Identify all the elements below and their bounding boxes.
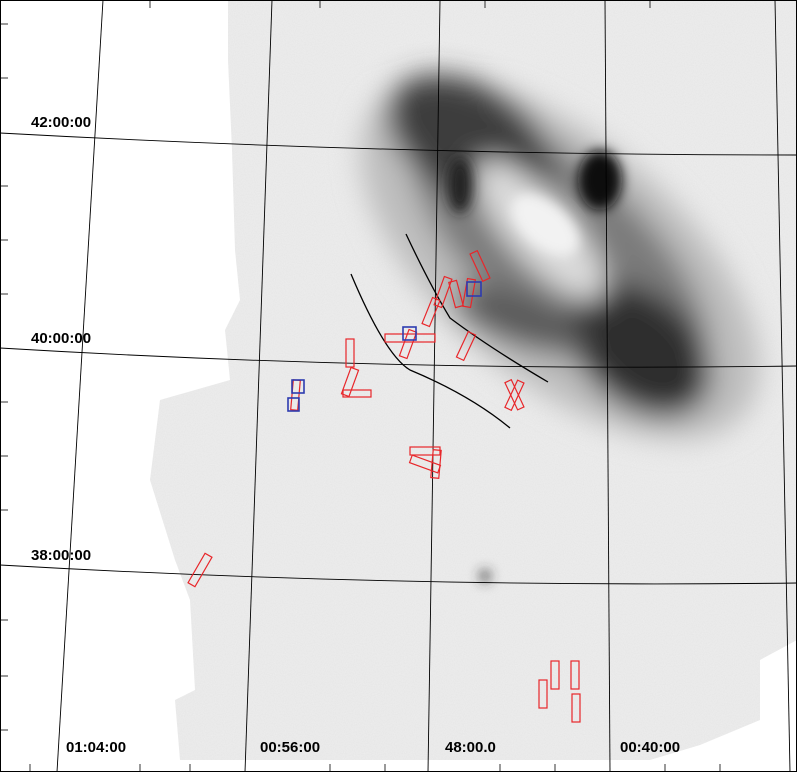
ra-label-0048: 48:00.0 bbox=[445, 739, 496, 756]
arc-curves bbox=[350, 233, 549, 429]
ra-label-0056: 00:56:00 bbox=[260, 739, 320, 756]
dec-labels: 42:00:00 40:00:00 38:00:00 bbox=[31, 114, 91, 564]
blue-region[interactable] bbox=[291, 379, 305, 394]
outer-arc bbox=[405, 233, 549, 383]
red-region[interactable] bbox=[504, 379, 525, 412]
ra-labels: 01:04:00 00:56:00 48:00.0 00:40:00 bbox=[66, 739, 680, 756]
red-region[interactable] bbox=[469, 249, 491, 283]
red-region[interactable] bbox=[345, 338, 355, 368]
red-region[interactable] bbox=[384, 333, 436, 343]
ra-label-0104: 01:04:00 bbox=[66, 739, 126, 756]
red-region[interactable] bbox=[455, 330, 477, 362]
blue-region[interactable] bbox=[287, 397, 300, 412]
red-regions bbox=[187, 249, 581, 723]
red-region[interactable] bbox=[187, 552, 213, 588]
frame-ticks bbox=[0, 0, 721, 772]
ra-label-0040: 00:40:00 bbox=[620, 739, 680, 756]
red-region[interactable] bbox=[448, 279, 464, 309]
ra-line-0104 bbox=[56, 0, 104, 772]
red-region[interactable] bbox=[461, 277, 477, 309]
red-region[interactable] bbox=[340, 366, 360, 398]
dec-label-38: 38:00:00 bbox=[31, 547, 91, 564]
red-region[interactable] bbox=[430, 449, 442, 479]
blue-regions bbox=[287, 281, 482, 412]
red-region[interactable] bbox=[409, 446, 441, 456]
ra-line-0040 bbox=[604, 0, 611, 772]
inner-arc bbox=[350, 273, 511, 429]
dec-label-40: 40:00:00 bbox=[31, 330, 91, 347]
red-region[interactable] bbox=[408, 454, 442, 474]
red-region[interactable] bbox=[342, 389, 372, 398]
red-region[interactable] bbox=[421, 296, 441, 328]
red-region[interactable] bbox=[504, 378, 525, 411]
red-region[interactable] bbox=[550, 660, 560, 690]
ra-line-0056 bbox=[244, 0, 273, 772]
red-region[interactable] bbox=[398, 328, 418, 360]
red-region[interactable] bbox=[538, 679, 548, 709]
blue-region[interactable] bbox=[402, 326, 417, 341]
red-region[interactable] bbox=[571, 693, 581, 723]
ra-line-0032 bbox=[774, 0, 791, 772]
dec-label-42: 42:00:00 bbox=[31, 114, 91, 131]
ra-line-0048 bbox=[427, 0, 441, 772]
dec-line-40 bbox=[0, 347, 797, 368]
red-region[interactable] bbox=[570, 660, 580, 690]
dec-line-42 bbox=[0, 132, 797, 156]
blue-region[interactable] bbox=[466, 281, 482, 297]
dec-line-38 bbox=[0, 564, 797, 585]
